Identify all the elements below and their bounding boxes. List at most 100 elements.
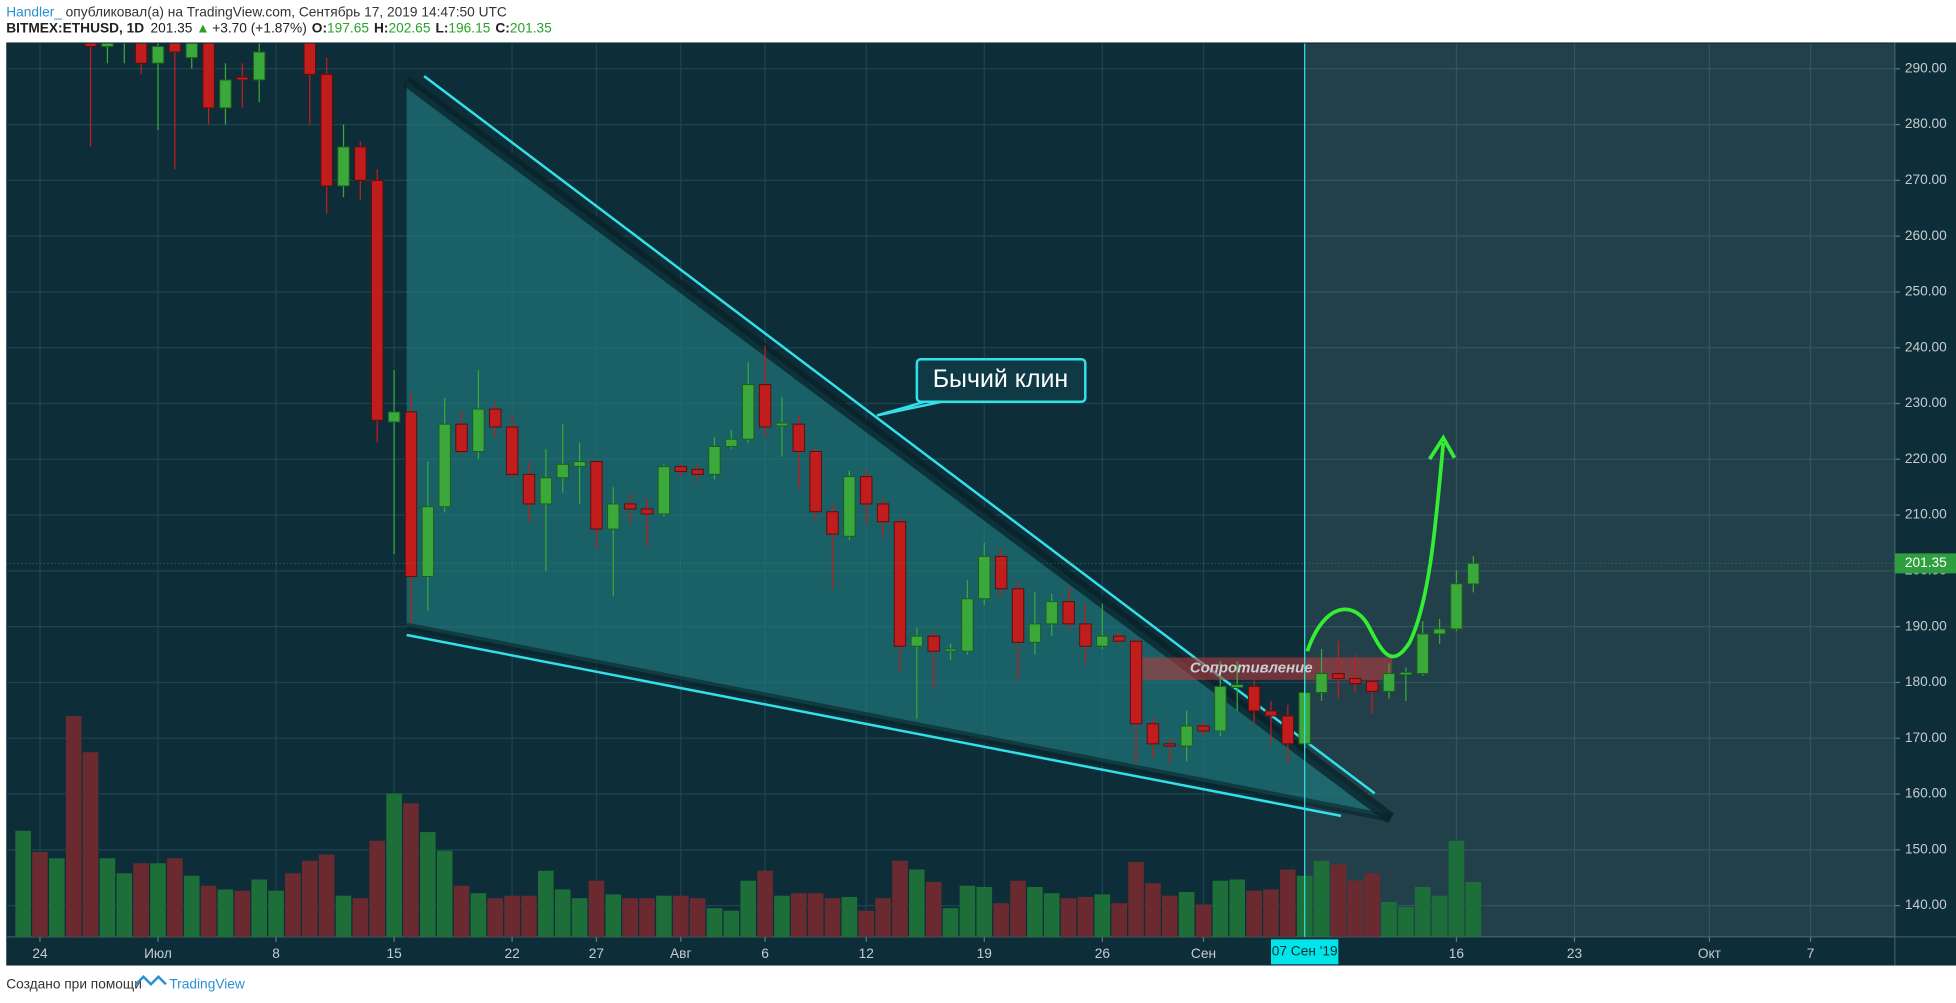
volume-bar bbox=[285, 873, 301, 937]
candle-body bbox=[893, 521, 907, 647]
footer-brand[interactable]: TradingView bbox=[169, 976, 245, 991]
candle-body bbox=[1467, 562, 1480, 585]
y-tick-label: 240.00 bbox=[1905, 339, 1947, 354]
volume-bar bbox=[790, 893, 807, 937]
candle-body bbox=[337, 146, 350, 187]
volume-bar bbox=[706, 908, 723, 937]
candle-body bbox=[1416, 633, 1429, 675]
volume-bar bbox=[1027, 886, 1043, 937]
volume-bar bbox=[925, 881, 942, 937]
candle-body bbox=[860, 476, 873, 505]
volume-bar bbox=[82, 752, 99, 937]
candle-body bbox=[944, 648, 957, 652]
volume-bar bbox=[1212, 880, 1229, 937]
drawings bbox=[403, 75, 1395, 823]
x-tick-label: Сен bbox=[1191, 946, 1216, 961]
x-tick-label: 16 bbox=[1449, 946, 1465, 961]
candle-body bbox=[151, 45, 165, 64]
volume-bar bbox=[453, 885, 470, 937]
volume-bar bbox=[1094, 894, 1111, 937]
candle-body bbox=[1264, 710, 1278, 717]
candle-body bbox=[758, 384, 772, 428]
volume-bar bbox=[49, 858, 65, 937]
o-value: 197.65 bbox=[327, 20, 369, 35]
forecast-curve bbox=[1305, 442, 1446, 659]
volume-bar bbox=[1313, 860, 1330, 937]
candle-body bbox=[320, 73, 333, 187]
volume-bar bbox=[335, 895, 352, 937]
candle-body bbox=[809, 451, 822, 513]
y-tick-label: 160.00 bbox=[1905, 786, 1947, 801]
volume-bar bbox=[1347, 880, 1364, 937]
volume-bar bbox=[1195, 904, 1212, 937]
volume-bar bbox=[993, 903, 1009, 937]
author[interactable]: Handler_ bbox=[6, 4, 62, 19]
volume-bar bbox=[318, 854, 335, 937]
candle-body bbox=[1332, 673, 1345, 680]
x-tick-label: 23 bbox=[1567, 946, 1583, 961]
candle-body bbox=[354, 146, 367, 181]
candle-body bbox=[1163, 743, 1177, 747]
x-tick-label: 8 bbox=[272, 946, 280, 961]
volume-bar bbox=[909, 869, 925, 937]
candle-body bbox=[1062, 601, 1075, 625]
y-tick-label: 250.00 bbox=[1905, 284, 1947, 299]
resistance-label: Сопротивление bbox=[1190, 660, 1313, 677]
volume-bar bbox=[1246, 890, 1262, 937]
volume-bar bbox=[841, 896, 858, 937]
volume-bar bbox=[942, 908, 959, 937]
x-tick-label: 7 bbox=[1807, 946, 1815, 961]
candle-body bbox=[1146, 723, 1160, 745]
candle-body bbox=[1399, 671, 1413, 676]
candle-body bbox=[1214, 685, 1227, 732]
volume-bar bbox=[386, 793, 402, 937]
footer-created: Создано при помощи bbox=[6, 976, 142, 991]
last-price-label: 201.35 bbox=[1905, 555, 1947, 570]
volume-bar bbox=[757, 870, 773, 937]
x-tick-label: Июл bbox=[144, 946, 172, 961]
volume-bar bbox=[639, 898, 655, 937]
candle-body bbox=[1349, 678, 1362, 685]
volume-bar bbox=[183, 875, 200, 937]
future-shade bbox=[1304, 43, 1895, 937]
volume-bar bbox=[99, 858, 116, 937]
volume-bar bbox=[65, 716, 82, 937]
volume-bar bbox=[403, 803, 419, 937]
candle-body bbox=[910, 635, 924, 647]
last: 201.35 bbox=[150, 20, 192, 35]
wedge-edge bbox=[403, 76, 1395, 823]
crosshair-label-bg bbox=[1270, 939, 1339, 965]
y-tick-label: 260.00 bbox=[1905, 228, 1947, 243]
volume-bar bbox=[521, 895, 537, 937]
volume-bar bbox=[301, 860, 318, 937]
candle-body bbox=[1079, 623, 1092, 647]
y-tick-label: 180.00 bbox=[1905, 674, 1947, 689]
future-shade bbox=[1304, 43, 1895, 937]
candle-body bbox=[556, 463, 569, 479]
brand-logo bbox=[135, 975, 167, 987]
candle-body bbox=[775, 422, 789, 427]
candle-body bbox=[134, 43, 148, 64]
volume-bar bbox=[622, 898, 638, 937]
candle-body bbox=[1315, 673, 1328, 694]
candle-body bbox=[1247, 685, 1261, 712]
volume-bar bbox=[672, 895, 689, 937]
volume-bar bbox=[1161, 895, 1178, 937]
candle-body bbox=[219, 79, 232, 109]
candle-body bbox=[387, 411, 401, 423]
candle-body bbox=[623, 503, 637, 510]
wedge-edge bbox=[405, 622, 1392, 823]
volume-bar bbox=[774, 895, 790, 937]
volume-bar bbox=[1060, 898, 1077, 937]
volume-bar bbox=[538, 870, 554, 937]
candle-body bbox=[438, 423, 451, 508]
candle-body bbox=[539, 477, 553, 505]
y-tick-label: 270.00 bbox=[1905, 172, 1947, 187]
y-tick-label: 210.00 bbox=[1905, 507, 1947, 522]
volume-bar bbox=[976, 886, 993, 937]
arrow: ▲ bbox=[196, 20, 210, 35]
candle-body bbox=[1129, 640, 1143, 725]
volume-bar bbox=[1465, 881, 1482, 937]
volume-bar bbox=[487, 898, 504, 937]
